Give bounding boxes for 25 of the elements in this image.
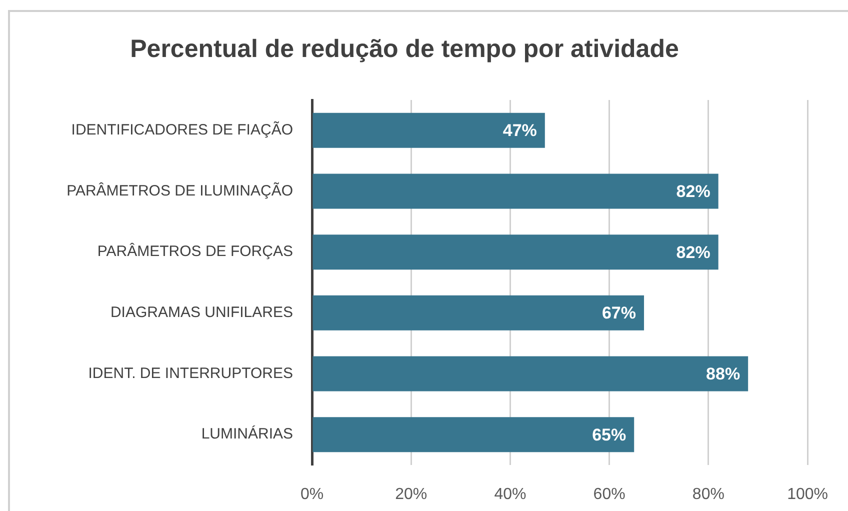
y-tick-label: IDENT. DE INTERRUPTORES	[88, 364, 293, 382]
data-label: 82%	[676, 182, 710, 201]
data-label: 67%	[602, 304, 636, 323]
x-tick-label: 100%	[787, 486, 828, 504]
x-tick-label: 60%	[593, 486, 626, 504]
x-tick-label: 80%	[692, 486, 724, 504]
bar	[312, 356, 748, 392]
bar	[312, 174, 718, 209]
y-tick-label: DIAGRAMAS UNIFILARES	[110, 304, 293, 322]
bar	[312, 295, 644, 330]
y-tick-label: PARÂMETROS DE ILUMINAÇÃO	[66, 181, 293, 200]
bar	[312, 234, 718, 270]
data-label: 88%	[706, 364, 740, 384]
bar	[312, 417, 634, 452]
chart-title: Percentual de redução de tempo por atividade	[130, 34, 679, 63]
bar	[312, 112, 545, 148]
data-label: 47%	[502, 121, 537, 140]
y-tick-label: PARÂMETROS DE FORÇAS	[97, 242, 293, 260]
data-label: 65%	[592, 425, 626, 444]
x-tick-label: 20%	[395, 486, 428, 504]
x-tick-label: 40%	[494, 486, 526, 504]
data-label: 82%	[676, 242, 710, 262]
y-tick-label: IDENTIFICADORES DE FIAÇÃO	[71, 120, 293, 139]
y-tick-label: LUMINÁRIAS	[201, 424, 293, 443]
x-tick-label: 0%	[300, 486, 324, 504]
